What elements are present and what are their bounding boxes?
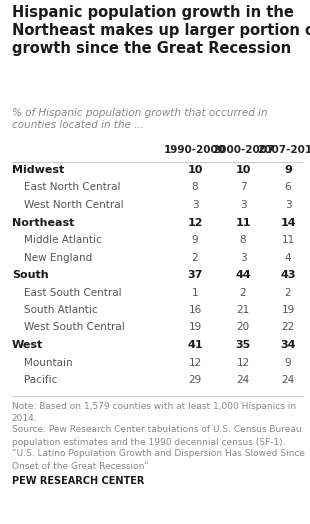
Text: Northeast: Northeast xyxy=(12,217,74,227)
Text: 20: 20 xyxy=(237,322,250,333)
Text: 2014.: 2014. xyxy=(12,413,38,422)
Text: 3: 3 xyxy=(240,253,246,263)
Text: Pacific: Pacific xyxy=(24,375,57,385)
Text: 43: 43 xyxy=(280,270,296,280)
Text: 35: 35 xyxy=(235,340,250,350)
Text: 11: 11 xyxy=(281,235,294,245)
Text: 14: 14 xyxy=(280,217,296,227)
Text: 34: 34 xyxy=(280,340,296,350)
Text: 2000-2007: 2000-2007 xyxy=(212,145,274,155)
Text: 3: 3 xyxy=(192,200,198,210)
Text: Middle Atlantic: Middle Atlantic xyxy=(24,235,102,245)
Text: West: West xyxy=(12,340,43,350)
Text: 8: 8 xyxy=(192,182,198,192)
Text: 19: 19 xyxy=(188,322,202,333)
Text: 3: 3 xyxy=(285,200,291,210)
Text: population estimates and the 1990 decennial census (SF-1).: population estimates and the 1990 decenn… xyxy=(12,438,285,446)
Text: 16: 16 xyxy=(188,305,202,315)
Text: Mountain: Mountain xyxy=(24,357,73,367)
Text: 21: 21 xyxy=(236,305,250,315)
Text: Onset of the Great Recession”: Onset of the Great Recession” xyxy=(12,462,148,471)
Text: 6: 6 xyxy=(285,182,291,192)
Text: 1990-2000: 1990-2000 xyxy=(164,145,226,155)
Text: 4: 4 xyxy=(285,253,291,263)
Text: “U.S. Latino Population Growth and Dispersion Has Slowed Since: “U.S. Latino Population Growth and Dispe… xyxy=(12,450,305,458)
Text: Source: Pew Research Center tabulations of U.S. Census Bureau: Source: Pew Research Center tabulations … xyxy=(12,425,301,434)
Text: South: South xyxy=(12,270,48,280)
Text: 12: 12 xyxy=(187,217,203,227)
Text: Midwest: Midwest xyxy=(12,165,64,175)
Text: 3: 3 xyxy=(240,200,246,210)
Text: 9: 9 xyxy=(192,235,198,245)
Text: Note: Based on 1,579 counties with at least 1,000 Hispanics in: Note: Based on 1,579 counties with at le… xyxy=(12,401,296,410)
Text: East North Central: East North Central xyxy=(24,182,120,192)
Text: Hispanic population growth in the
Northeast makes up larger portion of
growth si: Hispanic population growth in the Northe… xyxy=(12,5,310,56)
Text: 11: 11 xyxy=(235,217,251,227)
Text: 2: 2 xyxy=(240,288,246,298)
Text: West South Central: West South Central xyxy=(24,322,125,333)
Text: 10: 10 xyxy=(187,165,203,175)
Text: 12: 12 xyxy=(188,357,202,367)
Text: East South Central: East South Central xyxy=(24,288,122,298)
Text: 2: 2 xyxy=(285,288,291,298)
Text: 10: 10 xyxy=(235,165,251,175)
Text: 2: 2 xyxy=(192,253,198,263)
Text: West North Central: West North Central xyxy=(24,200,123,210)
Text: 9: 9 xyxy=(285,357,291,367)
Text: % of Hispanic population growth that occurred in
counties located in the ...: % of Hispanic population growth that occ… xyxy=(12,108,268,130)
Text: 9: 9 xyxy=(284,165,292,175)
Text: 22: 22 xyxy=(281,322,294,333)
Text: 2007-2014: 2007-2014 xyxy=(257,145,310,155)
Text: 1: 1 xyxy=(192,288,198,298)
Text: New England: New England xyxy=(24,253,92,263)
Text: 44: 44 xyxy=(235,270,251,280)
Text: 7: 7 xyxy=(240,182,246,192)
Text: South Atlantic: South Atlantic xyxy=(24,305,97,315)
Text: 12: 12 xyxy=(236,357,250,367)
Text: 37: 37 xyxy=(187,270,203,280)
Text: 41: 41 xyxy=(187,340,203,350)
Text: 24: 24 xyxy=(236,375,250,385)
Text: 8: 8 xyxy=(240,235,246,245)
Text: 19: 19 xyxy=(281,305,294,315)
Text: PEW RESEARCH CENTER: PEW RESEARCH CENTER xyxy=(12,475,144,486)
Text: 29: 29 xyxy=(188,375,202,385)
Text: 24: 24 xyxy=(281,375,294,385)
